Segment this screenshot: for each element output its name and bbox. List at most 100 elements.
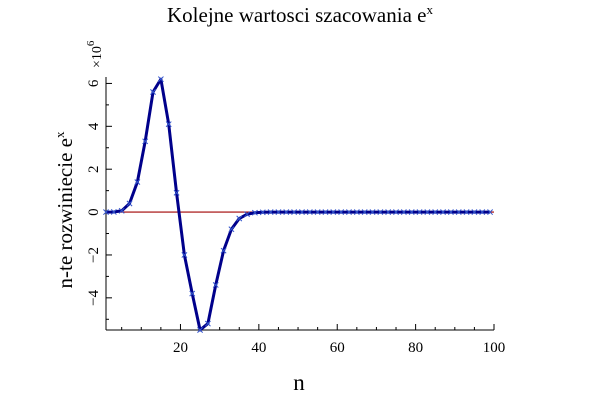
y-axis-label-superscript: x [52, 131, 67, 138]
point-marker-stroke [353, 209, 360, 216]
data-point [103, 209, 109, 216]
point-marker-stroke [479, 209, 486, 216]
data-point [165, 121, 172, 128]
data-point [314, 209, 321, 216]
y-tick-label: −2 [86, 247, 102, 263]
y-tick-label: 0 [86, 208, 102, 216]
data-point [157, 76, 164, 83]
series-line [105, 77, 491, 332]
plot-area [103, 76, 494, 333]
point-marker-stroke [291, 209, 298, 216]
x-tick-label: 100 [483, 340, 506, 356]
point-marker-stroke [244, 211, 251, 218]
point-marker-stroke [165, 121, 172, 128]
data-point [471, 209, 478, 216]
data-point [306, 209, 313, 216]
data-point [338, 209, 345, 216]
point-marker-stroke [338, 209, 345, 216]
point-marker-stroke [393, 209, 399, 216]
point-marker-stroke [212, 282, 219, 288]
point-marker-stroke [220, 247, 227, 254]
point-marker-stroke [385, 209, 392, 216]
data-point [440, 209, 447, 216]
x-tick-label: 20 [173, 340, 188, 356]
point-marker-stroke [455, 209, 462, 216]
point-marker-stroke [259, 209, 266, 216]
data-point [244, 211, 251, 218]
data-point [455, 209, 462, 216]
data-point [110, 209, 117, 215]
y-axis-label: n-te rozwiniecie ex [52, 131, 77, 288]
data-point [299, 209, 305, 216]
data-point [487, 209, 494, 216]
point-marker-stroke [283, 209, 290, 216]
data-point [220, 247, 227, 254]
point-marker-stroke [181, 252, 188, 258]
data-point [212, 282, 219, 288]
point-marker-stroke [424, 209, 431, 216]
data-point [330, 209, 337, 216]
data-point [118, 207, 125, 214]
point-marker-stroke [377, 209, 384, 216]
y-axis-label-text: n-te rozwiniecie e [53, 138, 77, 288]
point-marker-stroke [346, 209, 352, 216]
point-marker-stroke [150, 89, 156, 95]
point-marker-stroke [204, 320, 211, 327]
data-point [283, 209, 290, 216]
point-marker-stroke [118, 207, 125, 214]
point-marker-stroke [306, 209, 313, 216]
data-point [400, 209, 407, 216]
data-point [291, 209, 298, 216]
point-marker-stroke [361, 209, 368, 216]
data-point [236, 215, 243, 222]
data-point [346, 209, 352, 216]
y-tick-label: 6 [86, 79, 102, 87]
y-tick-label: −4 [86, 289, 102, 305]
chart-title-text: Kolejne wartosci szacowania e [167, 3, 426, 27]
y-tick-label: 4 [86, 122, 102, 130]
data-point [377, 209, 384, 216]
point-marker-stroke [299, 209, 305, 216]
data-point [432, 209, 439, 216]
point-marker-stroke [471, 209, 478, 216]
point-marker-stroke [142, 138, 149, 145]
data-point [181, 252, 188, 258]
point-marker-stroke [369, 209, 376, 216]
data-point [126, 200, 133, 207]
data-point [424, 209, 431, 216]
point-marker-stroke [463, 209, 470, 216]
data-point [385, 209, 392, 216]
y-scale-exponent: 6 [85, 40, 97, 46]
data-point [416, 209, 423, 216]
data-point [369, 209, 376, 216]
y-scale-factor: ×106 [85, 40, 105, 68]
point-marker-stroke [432, 209, 439, 216]
point-marker-stroke [322, 209, 329, 216]
data-point [447, 209, 454, 216]
point-marker-stroke [251, 209, 258, 216]
y-tick-label: 2 [86, 165, 102, 173]
data-point [322, 209, 329, 216]
point-marker-stroke [314, 209, 321, 216]
point-marker-stroke [275, 209, 282, 216]
point-marker-stroke [126, 200, 133, 207]
data-point [259, 209, 266, 216]
data-point [204, 320, 211, 327]
point-marker-stroke [447, 209, 454, 216]
point-marker-stroke [330, 209, 337, 216]
x-tick-label: 80 [408, 340, 423, 356]
point-marker-stroke [189, 290, 196, 297]
point-marker-stroke [173, 189, 180, 196]
data-point [189, 290, 196, 297]
point-marker-stroke [103, 209, 109, 216]
data-point [251, 209, 258, 216]
data-point [353, 209, 360, 216]
data-point [361, 209, 368, 216]
point-marker-stroke [487, 209, 494, 216]
point-marker-stroke [416, 209, 423, 216]
data-point [197, 327, 204, 333]
point-marker-stroke [197, 327, 204, 333]
data-point [134, 179, 141, 186]
y-scale-label: ×10 [90, 46, 105, 68]
